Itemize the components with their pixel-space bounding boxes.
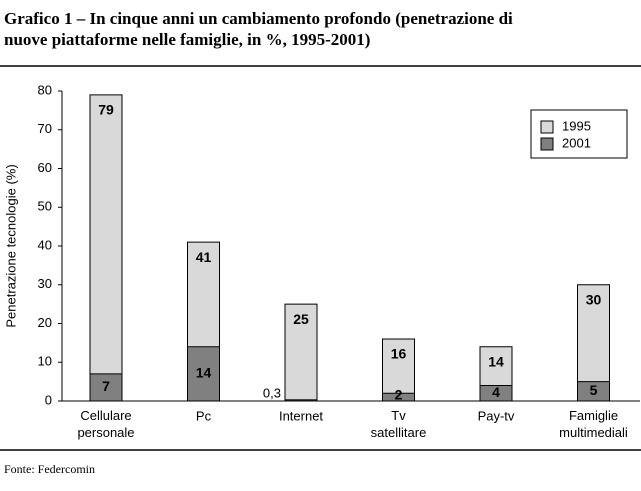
chart-title: nuove piattaforme nelle famiglie, in %, … [4, 30, 370, 49]
source: Fonte: Federcomin [4, 462, 95, 476]
legend-label: 1995 [562, 118, 591, 133]
data-label: 25 [293, 311, 309, 327]
data-label: 14 [488, 353, 504, 369]
data-label: 41 [196, 249, 212, 265]
bar [577, 381, 610, 402]
legend-swatch [540, 137, 554, 151]
bar [479, 385, 513, 402]
y-tick-label: 80 [38, 82, 52, 97]
bar [382, 338, 415, 402]
data-label: 2 [395, 387, 403, 403]
data-label: 79 [98, 102, 114, 118]
bar [89, 94, 123, 402]
chart-title: Grafico 1 – In cinque anni un cambiament… [4, 9, 513, 28]
x-tick-label: Tv satellitare [371, 408, 427, 440]
x-tick-label: Famiglie multimediali [559, 408, 628, 440]
y-tick-label: 60 [38, 160, 52, 175]
y-tick-label: 0 [45, 392, 52, 407]
y-axis-label: Penetrazione tecnologie (%) [3, 164, 18, 327]
data-label: 30 [586, 291, 602, 307]
y-tick-label: 20 [38, 315, 52, 330]
y-tick-label: 30 [38, 276, 52, 291]
y-tick-label: 70 [38, 121, 52, 136]
data-label: 0,3 [263, 385, 281, 400]
bar [382, 392, 415, 402]
y-tick-label: 50 [38, 199, 52, 214]
bar [284, 399, 318, 402]
x-tick-label: Cellulare personale [77, 408, 134, 440]
legend [530, 109, 628, 159]
legend-label: 2001 [562, 135, 591, 150]
data-label: 4 [492, 384, 500, 400]
data-label: 16 [391, 346, 407, 362]
y-tick-label: 40 [38, 237, 52, 252]
data-label: 7 [102, 378, 110, 394]
data-label: 5 [590, 382, 598, 398]
bar [187, 346, 220, 402]
y-tick-label: 10 [38, 354, 52, 369]
data-label: 14 [196, 365, 212, 381]
x-tick-label: Internet [279, 408, 323, 423]
x-tick-label: Pay-tv [478, 408, 515, 423]
legend-swatch [540, 120, 554, 134]
x-tick-label: Pc [196, 408, 212, 423]
bar [89, 373, 123, 402]
